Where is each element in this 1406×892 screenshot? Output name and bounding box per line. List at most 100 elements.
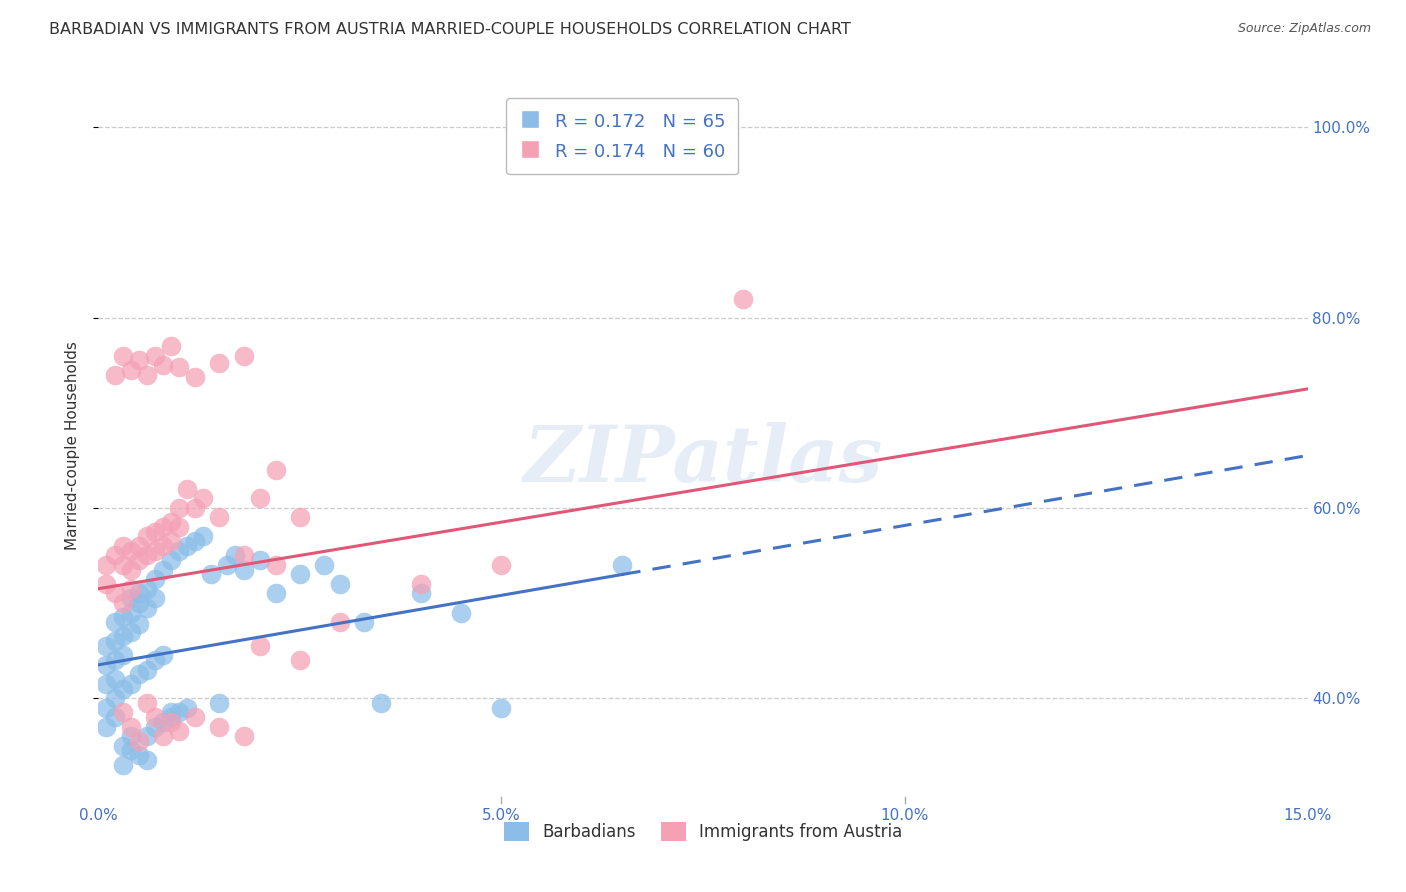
Point	[167, 543, 190, 558]
Point	[160, 515, 183, 529]
Point	[160, 710, 183, 724]
Point	[103, 634, 125, 648]
Point	[329, 615, 352, 629]
Point	[143, 543, 166, 558]
Point	[264, 463, 287, 477]
Point	[103, 653, 125, 667]
Point	[264, 558, 287, 572]
Point	[135, 529, 157, 543]
Point	[409, 586, 432, 600]
Point	[160, 706, 183, 720]
Point	[152, 729, 174, 743]
Point	[288, 653, 311, 667]
Point	[193, 529, 215, 543]
Point	[103, 586, 125, 600]
Point	[120, 677, 142, 691]
Point	[120, 363, 142, 377]
Point	[176, 700, 198, 714]
Point	[314, 558, 336, 572]
Point	[120, 543, 142, 558]
Point	[152, 520, 174, 534]
Point	[232, 549, 254, 563]
Point	[128, 539, 150, 553]
Point	[135, 663, 157, 677]
Point	[143, 524, 166, 539]
Point	[143, 720, 166, 734]
Point	[232, 563, 254, 577]
Point	[353, 615, 375, 629]
Point	[160, 534, 183, 549]
Point	[152, 358, 174, 372]
Point	[176, 539, 198, 553]
Point	[120, 720, 142, 734]
Point	[167, 359, 190, 374]
Point	[176, 482, 198, 496]
Point	[224, 549, 246, 563]
Point	[120, 729, 142, 743]
Point	[208, 356, 231, 370]
Point	[96, 558, 118, 572]
Point	[96, 639, 118, 653]
Point	[160, 714, 183, 729]
Point	[120, 582, 142, 596]
Point	[111, 681, 134, 696]
Point	[103, 691, 125, 706]
Point	[143, 572, 166, 586]
Point	[208, 696, 231, 710]
Point	[128, 734, 150, 748]
Point	[167, 724, 190, 739]
Point	[111, 648, 134, 663]
Point	[329, 577, 352, 591]
Point	[111, 629, 134, 643]
Point	[160, 339, 183, 353]
Point	[152, 648, 174, 663]
Point	[264, 586, 287, 600]
Point	[135, 549, 157, 563]
Point	[167, 500, 190, 515]
Point	[103, 710, 125, 724]
Point	[103, 549, 125, 563]
Point	[612, 558, 634, 572]
Point	[103, 615, 125, 629]
Point	[143, 591, 166, 606]
Text: BARBADIAN VS IMMIGRANTS FROM AUSTRIA MARRIED-COUPLE HOUSEHOLDS CORRELATION CHART: BARBADIAN VS IMMIGRANTS FROM AUSTRIA MAR…	[49, 22, 851, 37]
Point	[184, 534, 207, 549]
Point	[152, 539, 174, 553]
Point	[96, 677, 118, 691]
Point	[128, 616, 150, 631]
Point	[288, 567, 311, 582]
Point	[120, 624, 142, 639]
Point	[111, 596, 134, 610]
Point	[249, 491, 271, 506]
Point	[96, 700, 118, 714]
Point	[128, 553, 150, 567]
Point	[111, 349, 134, 363]
Point	[103, 672, 125, 686]
Point	[111, 558, 134, 572]
Point	[143, 710, 166, 724]
Point	[152, 563, 174, 577]
Point	[135, 753, 157, 767]
Point	[111, 610, 134, 624]
Point	[120, 606, 142, 620]
Point	[120, 591, 142, 606]
Text: Source: ZipAtlas.com: Source: ZipAtlas.com	[1237, 22, 1371, 36]
Point	[184, 369, 207, 384]
Point	[200, 567, 222, 582]
Point	[128, 353, 150, 368]
Point	[491, 558, 513, 572]
Y-axis label: Married-couple Households: Married-couple Households	[65, 342, 80, 550]
Point	[249, 553, 271, 567]
Point	[128, 586, 150, 600]
Point	[167, 520, 190, 534]
Point	[135, 696, 157, 710]
Point	[120, 563, 142, 577]
Point	[160, 553, 183, 567]
Point	[96, 577, 118, 591]
Point	[217, 558, 239, 572]
Point	[96, 720, 118, 734]
Point	[143, 349, 166, 363]
Point	[103, 368, 125, 382]
Point	[135, 368, 157, 382]
Point	[370, 696, 392, 710]
